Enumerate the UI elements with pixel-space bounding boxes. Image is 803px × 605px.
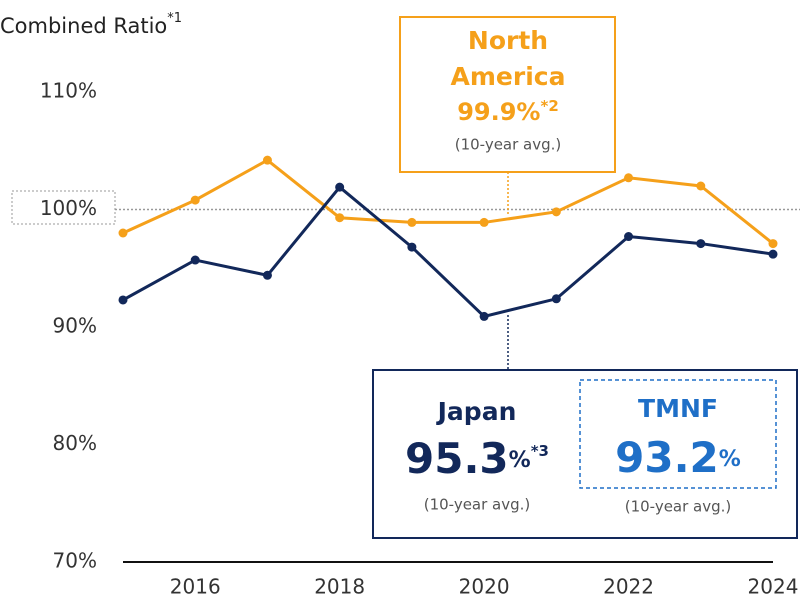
x-tick-label: 2020 bbox=[459, 575, 510, 599]
data-point bbox=[335, 182, 345, 192]
annotation-name: TMNF bbox=[638, 394, 718, 423]
annotation-value: 95.3%*3 bbox=[405, 434, 549, 483]
data-point bbox=[768, 239, 778, 249]
series-line bbox=[122, 158, 774, 245]
annotation-caption: (10-year avg.) bbox=[455, 136, 562, 154]
annotation-value: 99.9%*2 bbox=[457, 97, 559, 127]
x-tick-label: 2018 bbox=[314, 575, 365, 599]
data-point bbox=[262, 270, 272, 280]
annotation-value: 93.2% bbox=[615, 433, 741, 482]
x-tick-label: 2016 bbox=[170, 575, 221, 599]
data-point bbox=[479, 217, 489, 227]
y-tick-label: 70% bbox=[53, 549, 97, 573]
data-point bbox=[696, 181, 706, 191]
annotation-caption: (10-year avg.) bbox=[625, 498, 732, 516]
data-point bbox=[118, 228, 128, 238]
y-tick-label: 100% bbox=[40, 196, 97, 220]
chart-title: Combined Ratio*1 bbox=[0, 11, 182, 39]
data-point bbox=[551, 294, 561, 304]
data-point bbox=[262, 155, 272, 165]
annotation-name: Japan bbox=[436, 397, 517, 426]
data-point bbox=[407, 242, 417, 252]
y-tick-label: 110% bbox=[40, 79, 97, 103]
data-point bbox=[190, 255, 200, 265]
annotation-box bbox=[579, 379, 777, 489]
data-point bbox=[118, 295, 128, 305]
y-tick-label: 80% bbox=[53, 431, 97, 455]
annotation-name: America bbox=[451, 62, 566, 91]
y-tick-label: 90% bbox=[53, 314, 97, 338]
data-point bbox=[624, 232, 634, 242]
data-point bbox=[551, 207, 561, 217]
data-point bbox=[190, 195, 200, 205]
annotation-caption: (10-year avg.) bbox=[424, 496, 531, 514]
data-point bbox=[335, 213, 345, 223]
data-point bbox=[624, 173, 634, 183]
x-tick-label: 2022 bbox=[603, 575, 654, 599]
data-point bbox=[479, 311, 489, 321]
series-line bbox=[122, 185, 774, 319]
x-tick-label: 2024 bbox=[748, 575, 799, 599]
data-point bbox=[768, 249, 778, 259]
annotation-name: North bbox=[468, 26, 548, 55]
data-point bbox=[696, 239, 706, 249]
annotation-box bbox=[399, 16, 616, 173]
data-point bbox=[407, 217, 417, 227]
